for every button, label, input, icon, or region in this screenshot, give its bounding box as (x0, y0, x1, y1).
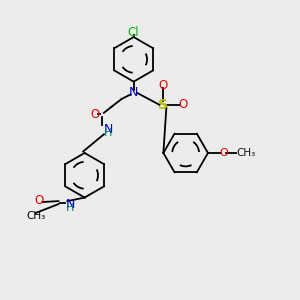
Text: O: O (90, 108, 100, 121)
Text: H: H (66, 203, 74, 213)
Text: Cl: Cl (128, 26, 140, 39)
Text: S: S (158, 98, 168, 112)
Text: N: N (129, 86, 138, 99)
Text: CH₃: CH₃ (26, 211, 45, 221)
Text: N: N (104, 123, 113, 136)
Text: O: O (178, 98, 187, 111)
Text: CH₃: CH₃ (236, 148, 255, 158)
Text: O: O (159, 79, 168, 92)
Text: N: N (66, 198, 75, 211)
Text: H: H (104, 128, 112, 138)
Text: O: O (35, 194, 44, 207)
Text: O: O (219, 148, 228, 158)
